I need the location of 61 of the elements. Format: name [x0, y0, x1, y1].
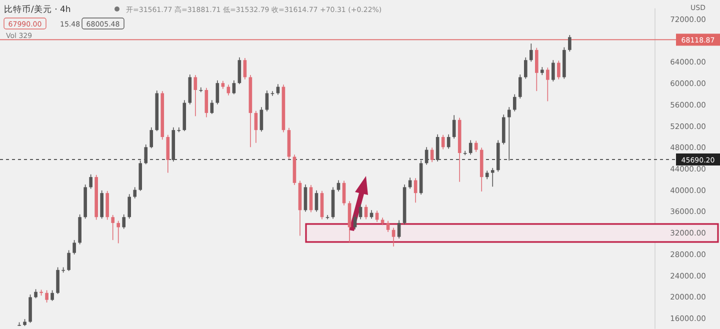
candlestick: [397, 220, 401, 239]
candlestick: [353, 214, 357, 230]
candlestick: [270, 90, 274, 96]
candlestick: [232, 80, 236, 95]
candlestick: [150, 126, 154, 149]
candlestick: [507, 106, 511, 161]
candlestick: [518, 74, 522, 99]
candlestick: [111, 214, 114, 240]
candlestick: [199, 86, 203, 93]
candlestick: [45, 290, 48, 303]
candlestick: [34, 288, 38, 299]
candlestick: [414, 178, 418, 204]
candlestick: [552, 60, 555, 82]
candlestick: [144, 144, 148, 165]
candlestick: [314, 190, 318, 212]
candlestick: [568, 34, 572, 52]
candlestick: [364, 204, 368, 220]
candlestick: [386, 220, 390, 232]
candlestick: [468, 140, 472, 156]
candlestick: [512, 94, 516, 112]
chart-title: 比特币/美元 · 4h: [4, 4, 71, 15]
candlestick: [524, 57, 528, 80]
candlestick: [194, 74, 198, 117]
candlestick: [67, 250, 70, 272]
candlestick: [204, 87, 208, 118]
candlestick: [254, 110, 258, 144]
candlestick: [133, 186, 137, 199]
candlestick: [557, 60, 560, 80]
candlestick: [408, 177, 412, 190]
candlestick: [177, 126, 181, 133]
candlestick: [260, 106, 264, 132]
candlestick: [474, 140, 478, 152]
candlestick: [446, 134, 450, 150]
candlestick: [265, 90, 269, 112]
candlestick: [546, 67, 550, 102]
candlestick: [210, 100, 214, 114]
candlestick: [116, 220, 120, 244]
candlestick: [436, 134, 440, 162]
candlestick: [238, 57, 242, 85]
candlestick: [50, 290, 54, 302]
candlestick: [342, 180, 346, 206]
candlestick: [535, 47, 538, 92]
candlestick: [309, 184, 313, 213]
candlestick: [304, 184, 308, 212]
candlestick: [392, 227, 396, 247]
candlestick: [452, 114, 456, 139]
candlestick: [128, 194, 131, 220]
candlestick: [243, 58, 247, 80]
candlestick: [430, 147, 434, 162]
candlestick: [336, 180, 340, 192]
candlestick: [216, 80, 220, 105]
candlestick: [56, 266, 60, 294]
candlestick: [89, 174, 92, 190]
candlestick: [490, 168, 494, 188]
candlestick: [166, 134, 170, 174]
candlestick: [441, 134, 445, 150]
candlestick: [72, 240, 76, 255]
candlestick: [375, 210, 379, 222]
candlestick: [122, 214, 126, 230]
candlestick: [530, 43, 533, 62]
candlestick: [358, 204, 362, 220]
